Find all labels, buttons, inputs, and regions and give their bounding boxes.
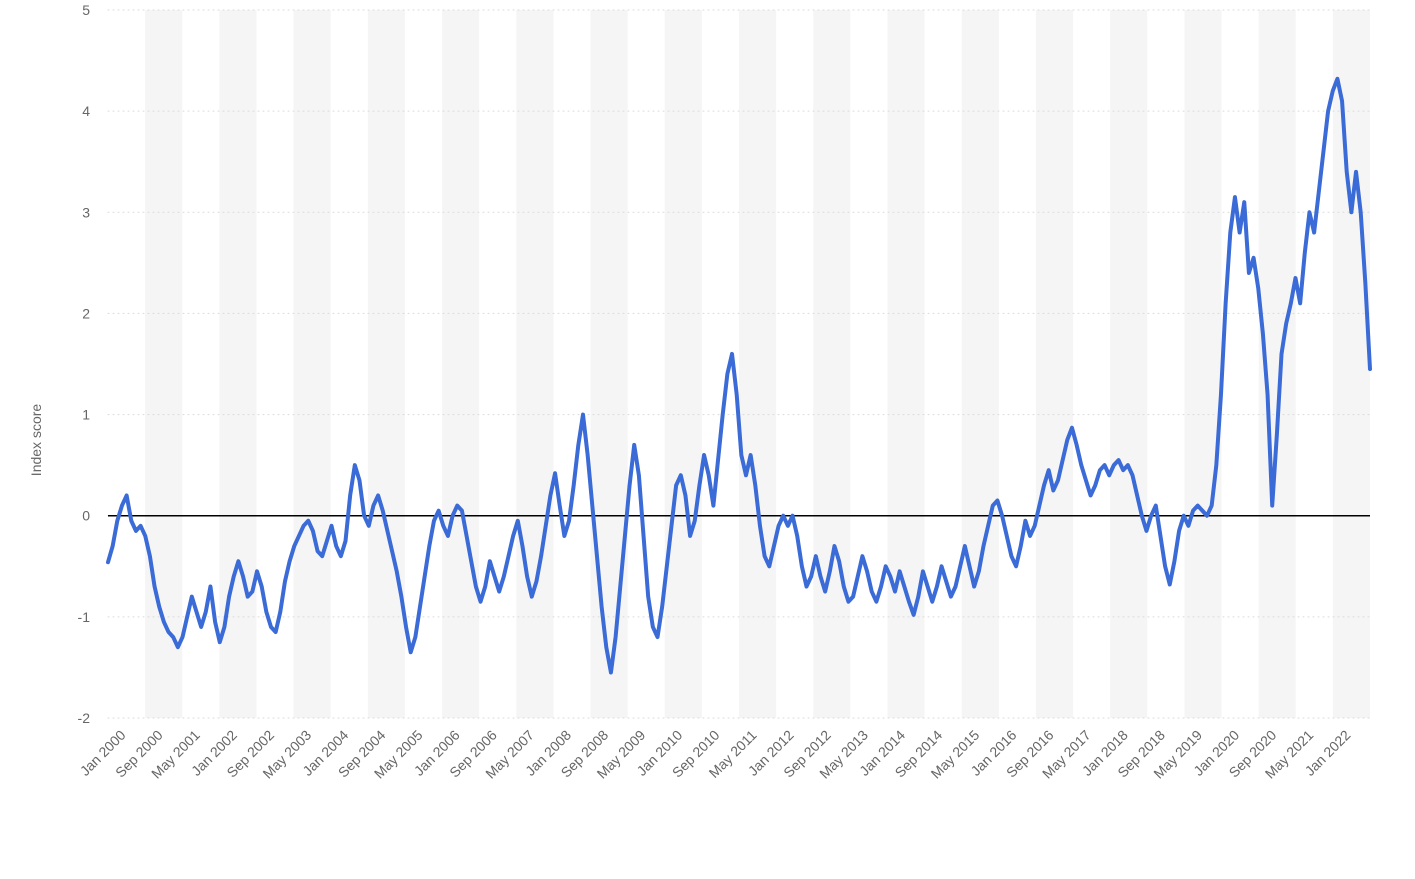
svg-text:2: 2: [82, 305, 90, 321]
svg-text:3: 3: [82, 204, 90, 220]
svg-text:5: 5: [82, 2, 90, 18]
line-chart: -2-1012345Jan 2000Sep 2000May 2001Jan 20…: [0, 0, 1415, 879]
svg-text:1: 1: [82, 407, 90, 423]
svg-text:0: 0: [82, 508, 90, 524]
y-axis-label: Index score: [28, 403, 44, 475]
svg-text:-2: -2: [78, 710, 91, 726]
svg-text:-1: -1: [78, 609, 91, 625]
svg-text:4: 4: [82, 103, 90, 119]
chart-container: Index score -2-1012345Jan 2000Sep 2000Ma…: [0, 0, 1415, 879]
